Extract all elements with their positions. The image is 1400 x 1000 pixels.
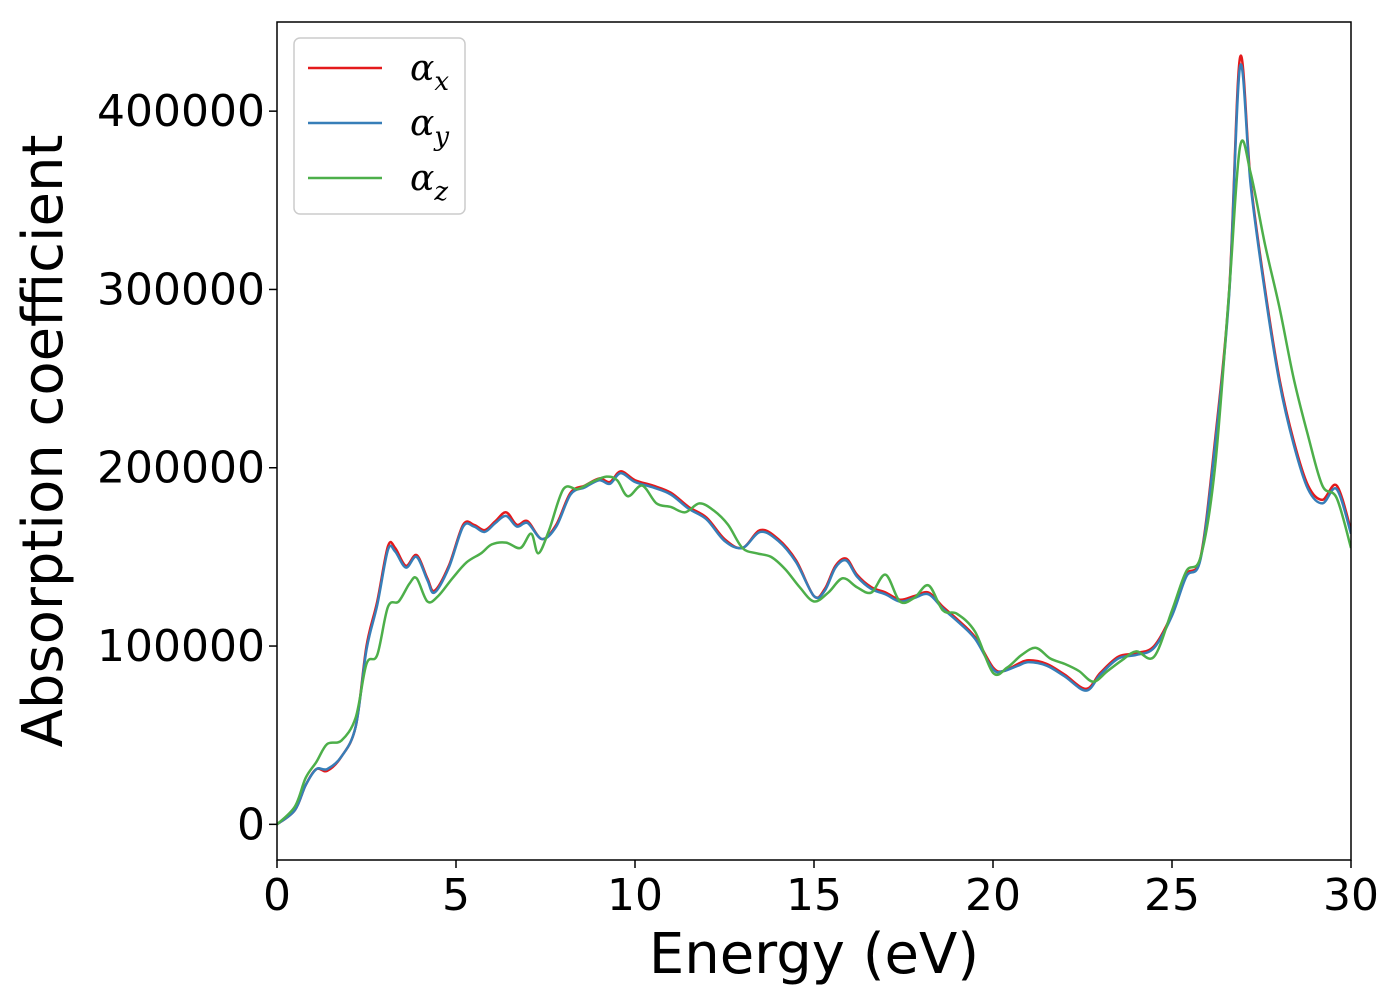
x-axis-title: Energy (eV) [649, 922, 979, 987]
x-axis-ticks: 0 5 10 15 20 25 30 [263, 860, 1379, 921]
y-tick-label: 0 [237, 799, 265, 850]
legend: αx αy αz [293, 37, 466, 215]
y-tick-label: 300000 [97, 264, 265, 315]
x-tick-label: 5 [442, 870, 470, 921]
series-line-z [277, 139, 1351, 826]
legend-label-x: αx [410, 48, 449, 97]
y-axis-title: Absorption coefficient [11, 135, 76, 748]
x-tick-label: 0 [263, 870, 291, 921]
y-axis-ticks: 0 100000 200000 300000 400000 [97, 86, 277, 850]
legend-label-y: αy [410, 103, 449, 152]
legend-label-z: αz [410, 158, 448, 207]
x-tick-label: 30 [1323, 870, 1379, 921]
x-tick-label: 25 [1144, 870, 1200, 921]
y-tick-label: 400000 [97, 86, 265, 137]
x-tick-label: 20 [965, 870, 1021, 921]
x-tick-label: 10 [607, 870, 663, 921]
legend-box [293, 37, 466, 215]
x-tick-label: 15 [786, 870, 842, 921]
y-tick-label: 200000 [97, 443, 265, 494]
y-tick-label: 100000 [97, 621, 265, 672]
plot-lines [277, 54, 1351, 826]
